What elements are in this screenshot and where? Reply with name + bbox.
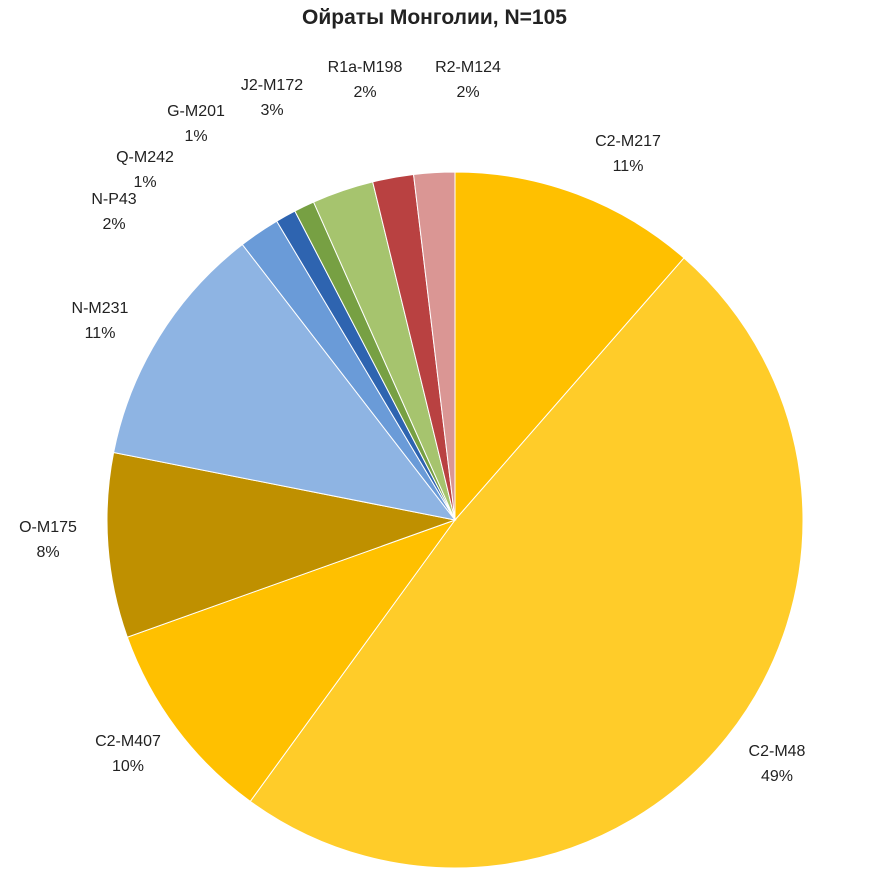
slice-name: N-M231 bbox=[72, 300, 129, 317]
slice-name: Q-M242 bbox=[116, 149, 174, 166]
slice-name: C2-M217 bbox=[595, 133, 661, 150]
slice-label-j2-m172: J2-M172 3% bbox=[241, 77, 303, 119]
slice-percent: 11% bbox=[85, 325, 116, 342]
pie-slice-c2-m217 bbox=[454, 171, 685, 522]
slice-percent: 2% bbox=[456, 84, 479, 101]
pie-labels: C2-M217 11% C2-M48 49% C2-M407 10% O-M175 8% N-M… bbox=[19, 59, 805, 785]
slice-label-g-m201: G-M201 1% bbox=[167, 103, 225, 145]
slice-percent: 10% bbox=[112, 758, 144, 775]
slice-name: J2-M172 bbox=[241, 77, 303, 94]
slice-percent: 49% bbox=[761, 768, 793, 785]
slice-percent: 2% bbox=[102, 216, 125, 233]
slice-percent: 1% bbox=[133, 174, 156, 191]
slice-name: N-P43 bbox=[91, 191, 136, 208]
pie-slices bbox=[106, 171, 804, 869]
pie-slice-c2-m48 bbox=[249, 257, 804, 869]
slice-label-n-p43: N-P43 2% bbox=[91, 191, 136, 233]
slice-percent: 11% bbox=[613, 158, 644, 175]
slice-label-n-m231: N-M231 11% bbox=[72, 300, 129, 342]
slice-label-o-m175: O-M175 8% bbox=[19, 519, 77, 561]
slice-name: R2-M124 bbox=[435, 59, 501, 76]
slice-percent: 1% bbox=[184, 128, 207, 145]
slice-percent: 3% bbox=[260, 102, 283, 119]
slice-label-c2-m217: C2-M217 11% bbox=[595, 133, 661, 175]
slice-name: C2-M48 bbox=[749, 743, 806, 760]
pie-slice-c2-m407 bbox=[126, 518, 457, 803]
slice-percent: 8% bbox=[36, 544, 59, 561]
slice-name: C2-M407 bbox=[95, 733, 161, 750]
slice-name: R1a-M198 bbox=[328, 59, 403, 76]
slice-label-c2-m407: C2-M407 10% bbox=[95, 733, 161, 775]
chart-title: Ойраты Монголии, N=105 bbox=[302, 6, 567, 29]
slice-label-c2-m48: C2-M48 49% bbox=[749, 743, 806, 785]
slice-name: O-M175 bbox=[19, 519, 77, 536]
slice-label-r2-m124: R2-M124 2% bbox=[435, 59, 501, 101]
slice-percent: 2% bbox=[353, 84, 376, 101]
slice-name: G-M201 bbox=[167, 103, 225, 120]
slice-label-q-m242: Q-M242 1% bbox=[116, 149, 174, 191]
pie-slice-o-m175 bbox=[106, 451, 457, 638]
pie-slice-r2-m124 bbox=[412, 171, 456, 521]
pie-slice-n-m231 bbox=[113, 243, 457, 521]
slice-label-r1a-m198: R1a-M198 2% bbox=[328, 59, 403, 101]
